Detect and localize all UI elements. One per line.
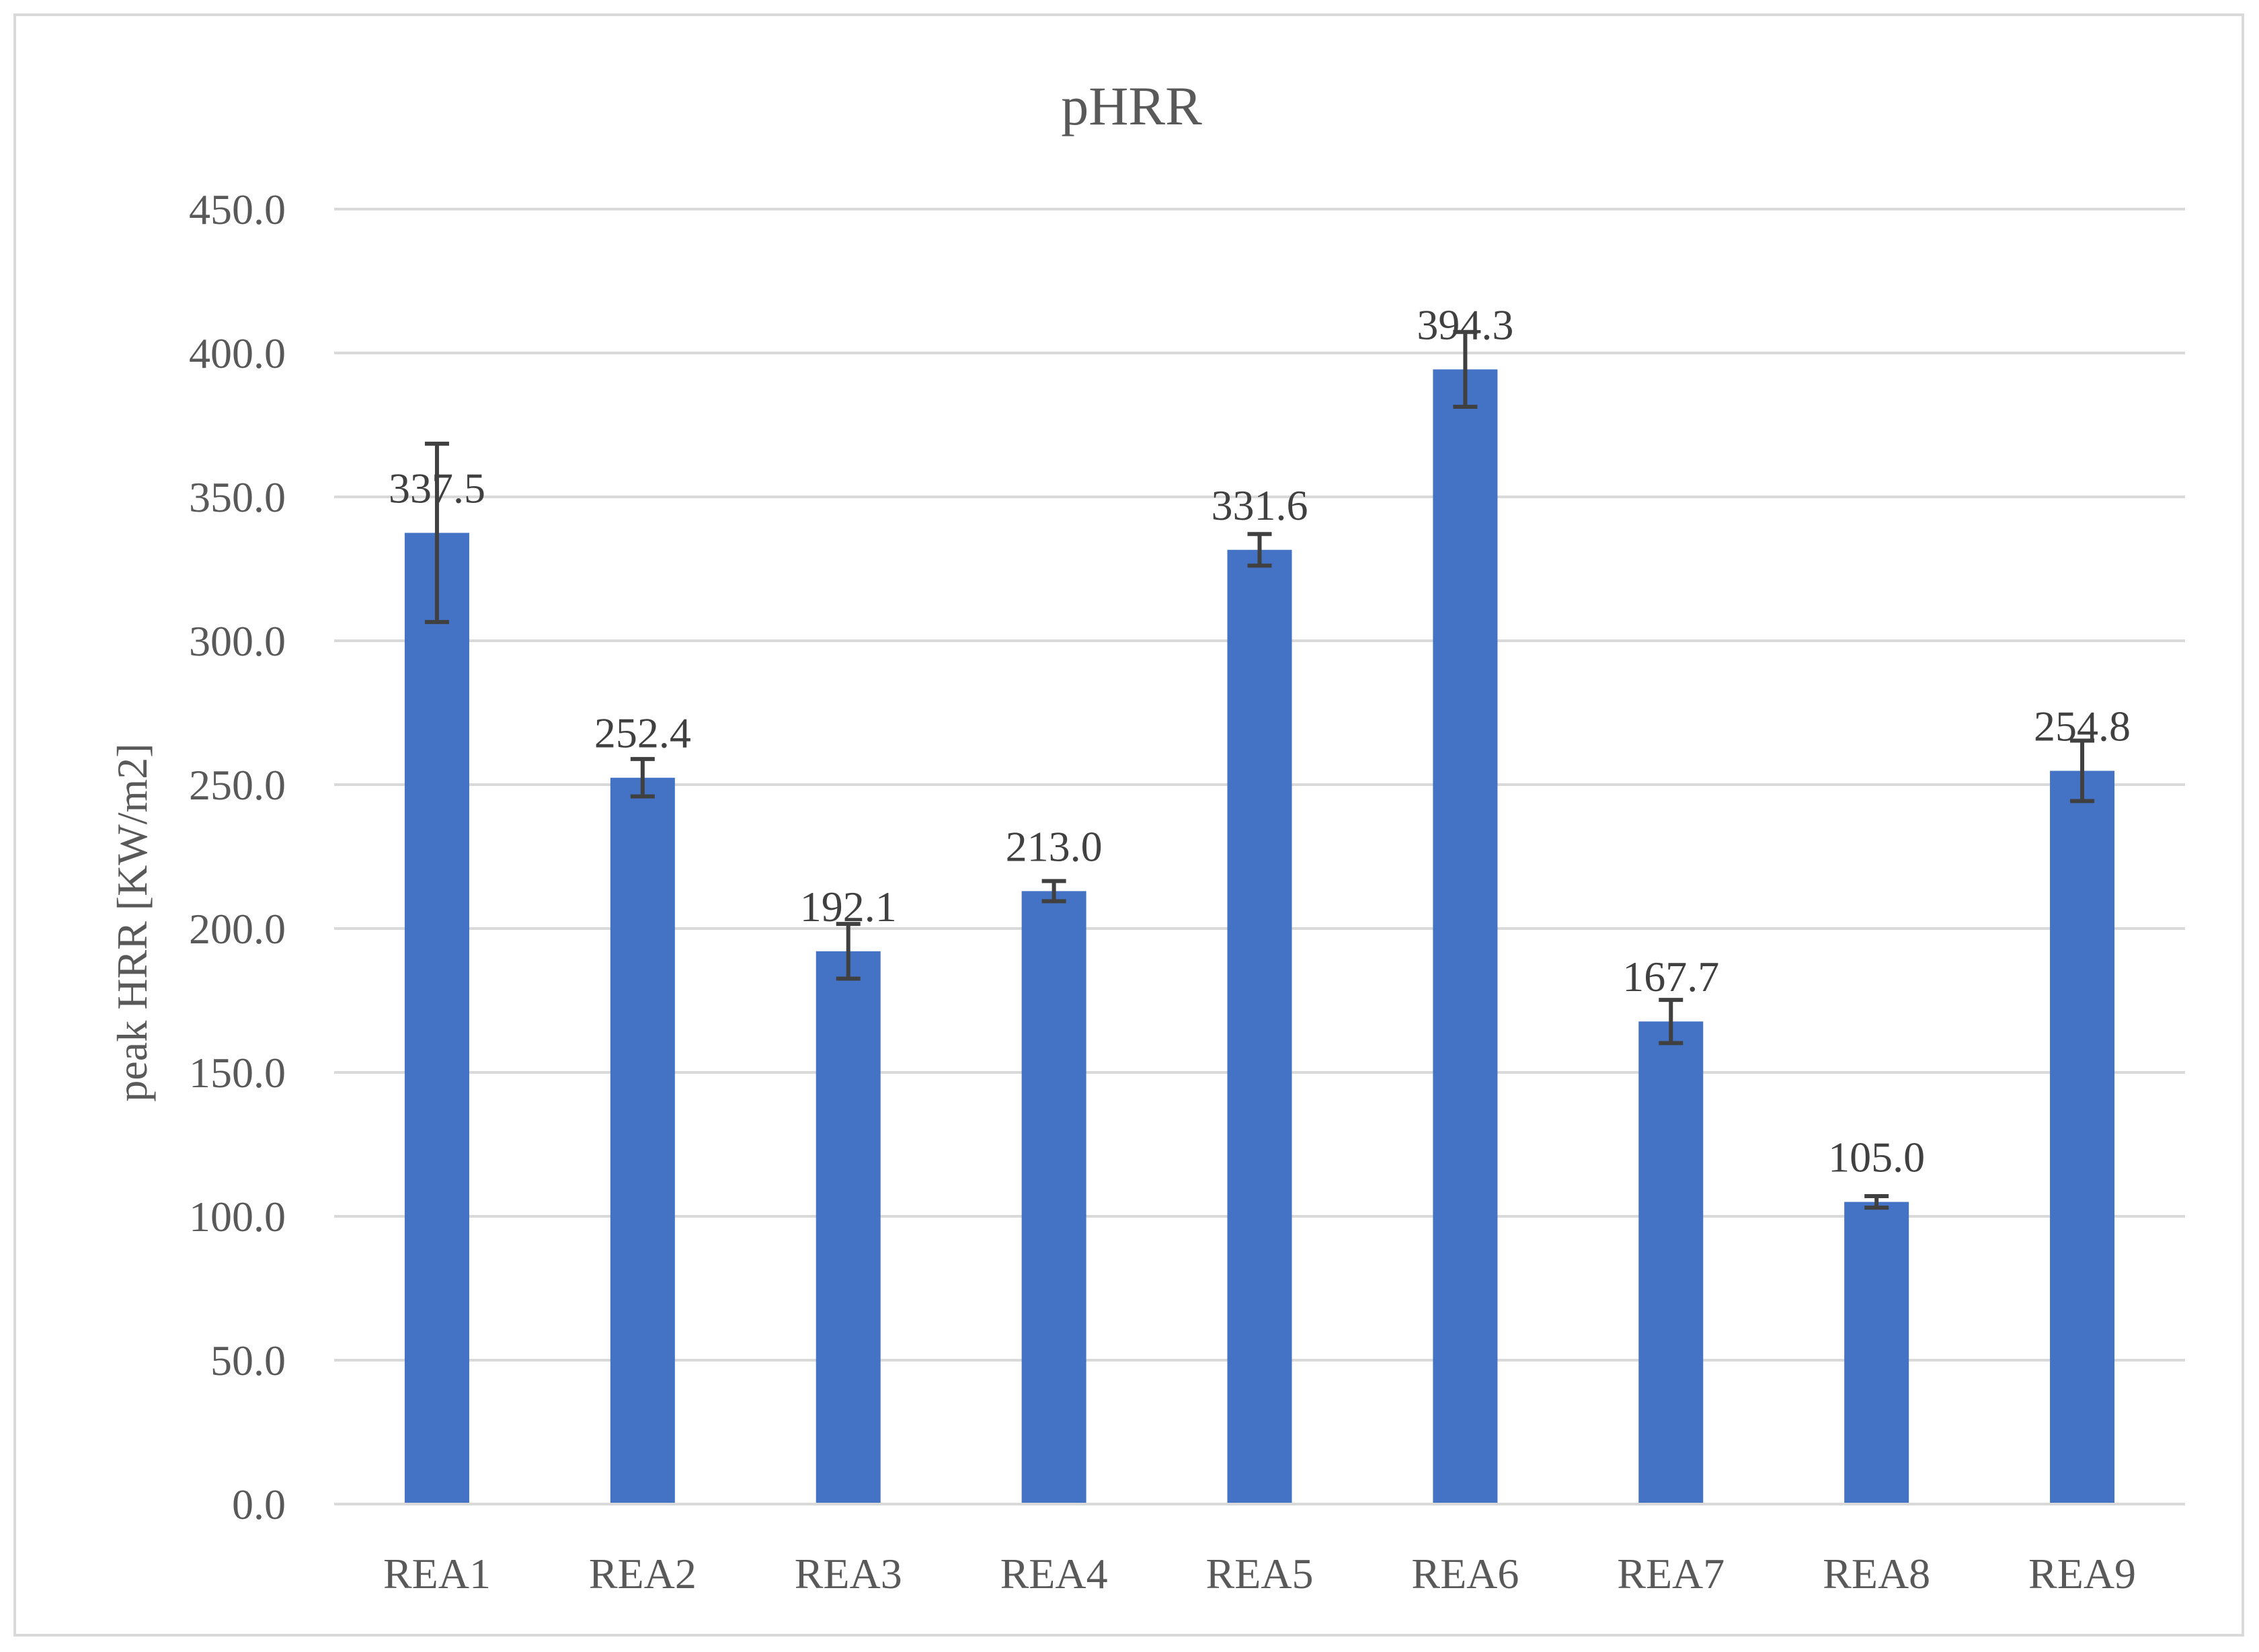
bar-rea5 [1227, 549, 1292, 1505]
y-tick-label: 450.0 [189, 186, 286, 233]
error-bars [424, 329, 2095, 1210]
bar-rea4 [1021, 891, 1086, 1504]
data-labels: 337.5 252.4 192.1 213.0 331.6 394.3 167.7 105.0… [389, 301, 2131, 1181]
x-tick-label-rea9: REA9 [2028, 1550, 2136, 1598]
x-axis-ticks: REA1 REA2 REA3 REA4 REA5 REA6 REA7 REA8 REA9 [383, 1550, 2136, 1598]
x-tick-label-rea7: REA7 [1617, 1550, 1725, 1598]
y-axis-title: peak HRR [KW/m2] [108, 743, 156, 1101]
x-tick-label-rea8: REA8 [1823, 1550, 1930, 1598]
data-label-rea7: 167.7 [1622, 953, 1719, 1000]
bar-rea7 [1638, 1021, 1704, 1504]
y-axis-ticks: 0.0 50.0 100.0 150.0 200.0 250.0 300.0 350.0 400… [189, 186, 286, 1528]
bars [404, 369, 2115, 1505]
bar-rea1 [404, 533, 469, 1504]
error-bar-rea1 [424, 441, 449, 625]
y-tick-label: 250.0 [189, 761, 286, 809]
data-label-rea3: 192.1 [800, 883, 897, 931]
data-label-rea6: 394.3 [1417, 301, 1513, 348]
x-tick-label-rea6: REA6 [1411, 1550, 1519, 1598]
y-tick-label: 350.0 [189, 473, 286, 521]
bar-rea6 [1433, 369, 1498, 1504]
error-bar-rea6 [1453, 329, 1478, 409]
data-label-rea8: 105.0 [1828, 1134, 1925, 1181]
bar-rea2 [610, 777, 675, 1504]
y-tick-label: 50.0 [210, 1337, 286, 1384]
data-label-rea5: 331.6 [1212, 481, 1308, 529]
error-bar-rea5 [1247, 532, 1272, 568]
error-bar-rea8 [1864, 1194, 1889, 1210]
x-tick-label-rea2: REA2 [589, 1550, 697, 1598]
x-tick-label-rea4: REA4 [1000, 1550, 1108, 1598]
y-tick-label: 150.0 [189, 1049, 286, 1097]
error-bar-rea2 [630, 756, 655, 799]
data-label-rea2: 252.4 [594, 709, 691, 757]
x-tick-label-rea5: REA5 [1206, 1550, 1314, 1598]
y-tick-label: 300.0 [189, 617, 286, 665]
error-bar-rea7 [1659, 998, 1683, 1046]
bar-rea8 [1844, 1202, 1909, 1504]
chart-title: pHRR [1061, 75, 1202, 136]
error-bar-rea4 [1041, 879, 1066, 904]
y-tick-label: 400.0 [189, 329, 286, 377]
x-tick-label-rea1: REA1 [383, 1550, 491, 1598]
data-label-rea9: 254.8 [2034, 702, 2131, 750]
bar-rea9 [2050, 771, 2115, 1504]
bar-rea3 [816, 951, 881, 1504]
error-bar-rea9 [2070, 738, 2095, 803]
error-bar-rea3 [836, 922, 861, 981]
y-tick-label: 200.0 [189, 905, 286, 953]
y-tick-label: 0.0 [232, 1481, 286, 1528]
data-label-rea4: 213.0 [1006, 822, 1103, 870]
x-tick-label-rea3: REA3 [795, 1550, 902, 1598]
data-label-rea1: 337.5 [389, 465, 485, 512]
y-tick-label: 100.0 [189, 1193, 286, 1241]
